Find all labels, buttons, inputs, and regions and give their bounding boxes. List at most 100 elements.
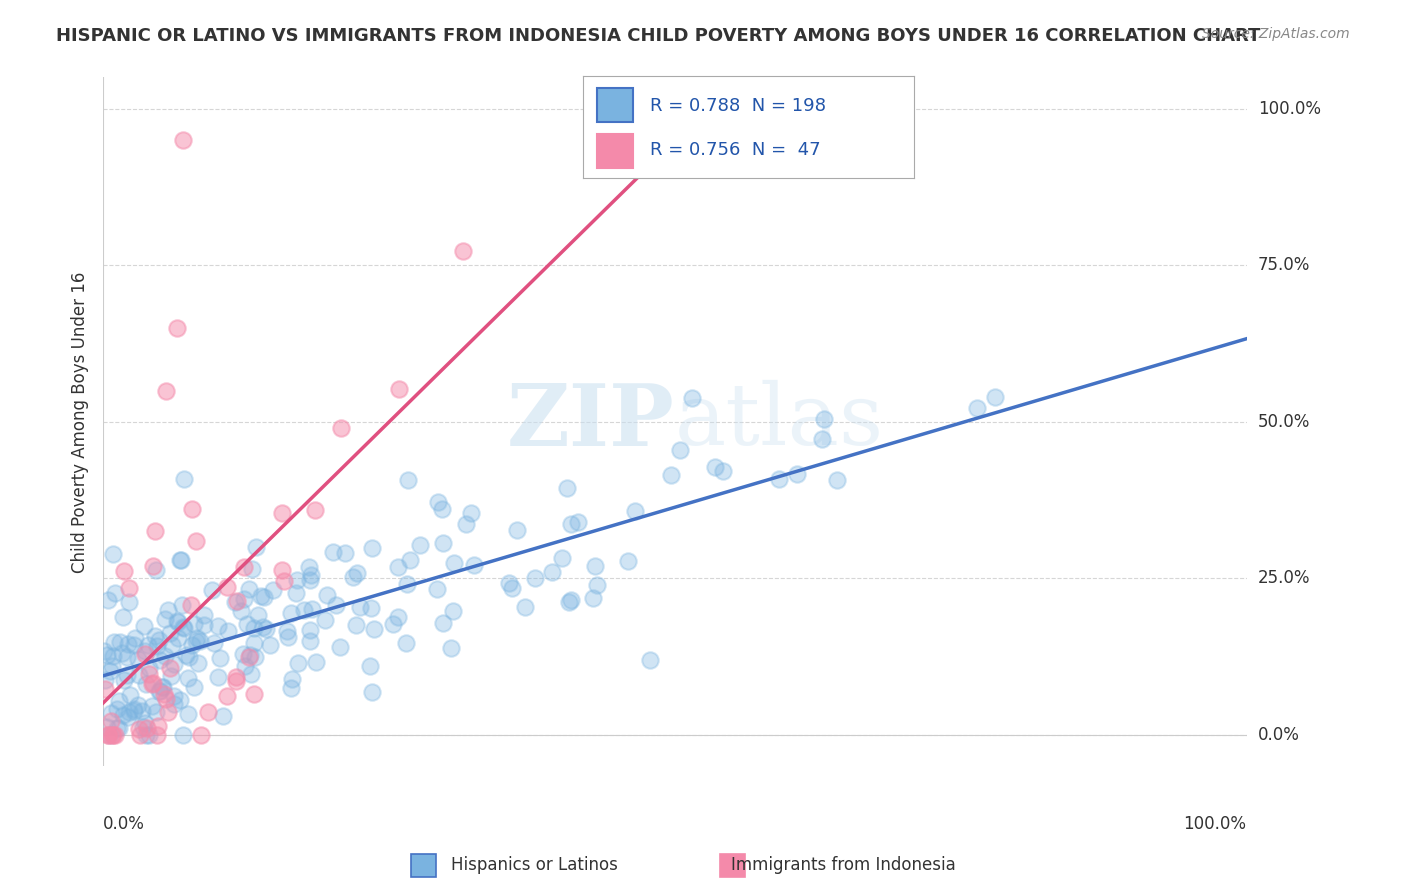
Point	[786, 467, 808, 481]
Point	[284, 586, 307, 600]
Point	[254, 622, 277, 636]
Point	[101, 728, 124, 742]
Point	[172, 619, 194, 633]
Point	[170, 598, 193, 612]
Point	[163, 689, 186, 703]
Point	[287, 656, 309, 670]
Point	[146, 719, 169, 733]
Point	[93, 644, 115, 658]
Point	[207, 670, 229, 684]
Point	[298, 560, 321, 574]
Point	[583, 559, 606, 574]
Point	[359, 659, 381, 673]
Point	[118, 705, 141, 719]
Point	[271, 506, 294, 520]
Point	[105, 722, 128, 736]
Point	[349, 600, 371, 615]
Point	[232, 592, 254, 607]
Point	[322, 544, 344, 558]
Point	[242, 635, 264, 649]
Point	[193, 607, 215, 622]
Text: HISPANIC OR LATINO VS IMMIGRANTS FROM INDONESIA CHILD POVERTY AMONG BOYS UNDER 1: HISPANIC OR LATINO VS IMMIGRANTS FROM IN…	[56, 27, 1261, 45]
Point	[131, 720, 153, 734]
Point	[115, 668, 138, 682]
Point	[624, 504, 647, 518]
Point	[112, 673, 135, 687]
Point	[127, 698, 149, 713]
Point	[298, 634, 321, 648]
Point	[233, 560, 256, 574]
Point	[166, 614, 188, 628]
Point	[145, 639, 167, 653]
Point	[280, 606, 302, 620]
Point	[163, 657, 186, 672]
Point	[135, 677, 157, 691]
Point	[143, 629, 166, 643]
Point	[190, 728, 212, 742]
Point	[329, 640, 352, 655]
Point	[432, 502, 454, 516]
Point	[186, 633, 208, 648]
FancyBboxPatch shape	[596, 88, 633, 122]
Point	[128, 723, 150, 737]
Point	[97, 593, 120, 607]
Point	[135, 728, 157, 742]
Point	[183, 617, 205, 632]
Point	[217, 689, 239, 703]
Point	[426, 582, 449, 596]
Y-axis label: Child Poverty Among Boys Under 16: Child Poverty Among Boys Under 16	[72, 271, 89, 573]
Text: 100.0%: 100.0%	[1184, 814, 1247, 832]
Point	[149, 684, 172, 698]
Text: R = 0.788  N = 198: R = 0.788 N = 198	[650, 96, 825, 114]
Point	[813, 411, 835, 425]
Point	[134, 648, 156, 662]
Point	[98, 664, 121, 678]
Point	[586, 577, 609, 591]
Text: Immigrants from Indonesia: Immigrants from Indonesia	[731, 856, 956, 874]
Point	[711, 464, 734, 478]
Point	[167, 631, 190, 645]
Point	[96, 720, 118, 734]
Point	[325, 598, 347, 612]
Point	[138, 661, 160, 675]
Point	[617, 553, 640, 567]
Point	[122, 704, 145, 718]
Point	[124, 632, 146, 646]
Point	[118, 689, 141, 703]
Point	[141, 677, 163, 691]
Text: 0.0%: 0.0%	[1258, 726, 1299, 744]
Point	[299, 568, 322, 582]
Point	[408, 538, 430, 552]
Point	[186, 657, 208, 671]
Point	[231, 604, 253, 618]
Point	[456, 517, 478, 532]
Point	[277, 630, 299, 644]
Point	[117, 637, 139, 651]
Point	[127, 651, 149, 665]
Point	[93, 673, 115, 687]
Point	[360, 600, 382, 615]
Point	[134, 644, 156, 658]
Point	[157, 603, 180, 617]
Point	[143, 524, 166, 538]
Point	[173, 621, 195, 635]
Point	[111, 609, 134, 624]
Point	[124, 702, 146, 716]
Point	[207, 618, 229, 632]
Point	[344, 618, 367, 632]
Point	[396, 473, 419, 487]
Point	[292, 602, 315, 616]
Point	[112, 708, 135, 723]
Point	[98, 728, 121, 742]
Point	[558, 595, 581, 609]
Point	[515, 600, 537, 615]
Text: 25.0%: 25.0%	[1258, 569, 1310, 588]
Point	[97, 728, 120, 742]
Point	[173, 472, 195, 486]
Point	[441, 604, 464, 618]
Point	[387, 559, 409, 574]
Text: R = 0.756  N =  47: R = 0.756 N = 47	[650, 141, 820, 159]
Point	[582, 591, 605, 606]
Point	[252, 620, 274, 634]
Point	[315, 588, 337, 602]
